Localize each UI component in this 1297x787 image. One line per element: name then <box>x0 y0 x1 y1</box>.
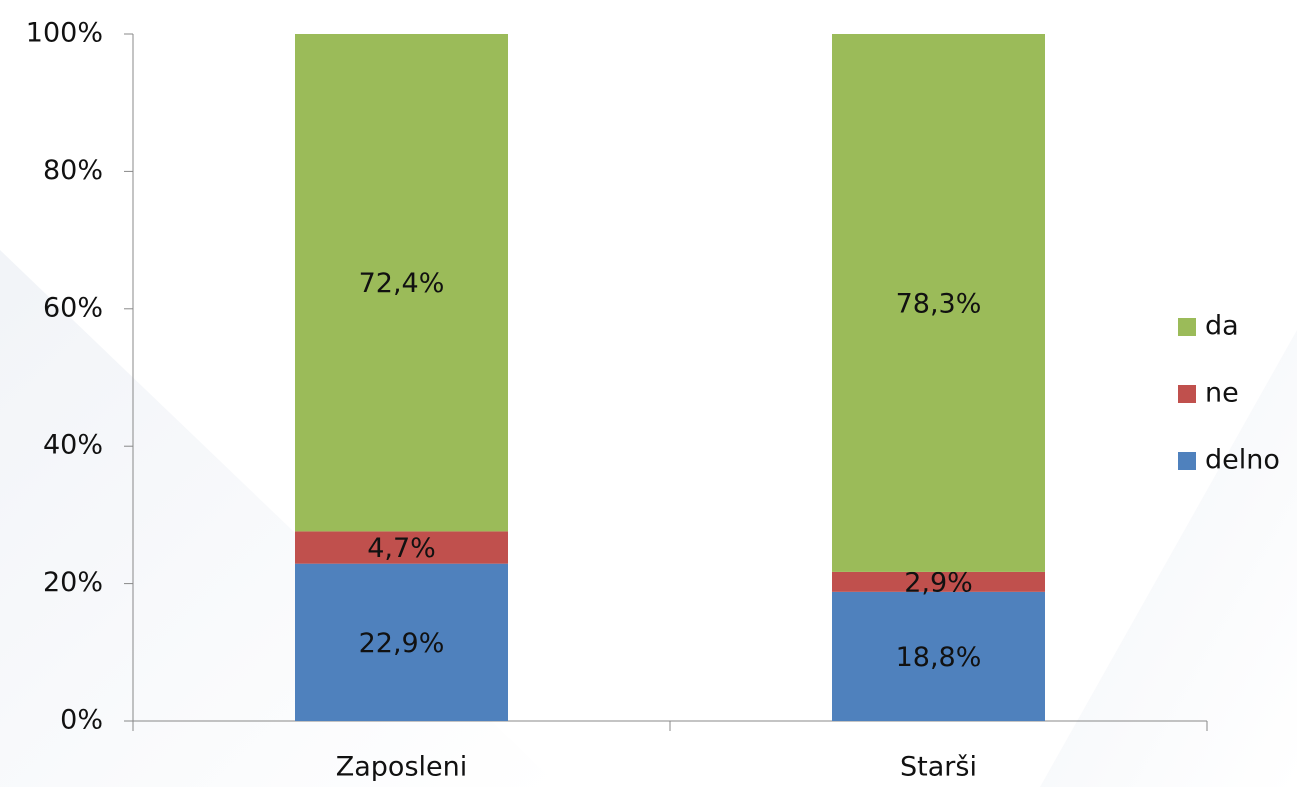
legend-swatch <box>1178 452 1196 470</box>
bar-segment <box>832 34 1045 572</box>
y-tick-label: 100% <box>26 18 103 49</box>
bar-segment <box>295 34 508 532</box>
background-shape <box>1040 330 1297 787</box>
data-label: 4,7% <box>367 533 436 564</box>
x-tick-label: Zaposleni <box>336 752 468 783</box>
bar-segment <box>295 563 508 721</box>
data-label: 78,3% <box>896 288 982 319</box>
data-label: 72,4% <box>359 268 445 299</box>
data-label: 22,9% <box>359 628 445 659</box>
bar-segment <box>295 531 508 564</box>
y-tick-label: 60% <box>43 292 103 323</box>
bar-segment <box>832 571 1045 592</box>
legend-label: ne <box>1205 378 1239 409</box>
y-tick-label: 80% <box>43 155 103 186</box>
legend-label: delno <box>1205 445 1280 476</box>
x-tick-label: Starši <box>900 752 977 783</box>
legend-swatch <box>1178 385 1196 403</box>
y-tick-label: 20% <box>43 567 103 598</box>
bar-segment <box>832 591 1045 721</box>
legend-swatch <box>1178 318 1196 336</box>
y-tick-label: 0% <box>60 705 103 736</box>
data-label: 2,9% <box>904 567 973 598</box>
data-label: 18,8% <box>896 642 982 673</box>
y-tick-label: 40% <box>43 430 103 461</box>
legend-label: da <box>1205 311 1239 342</box>
